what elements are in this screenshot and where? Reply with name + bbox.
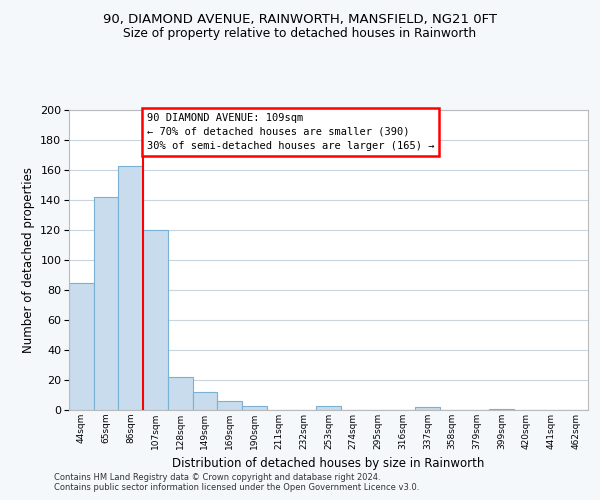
- Text: 90 DIAMOND AVENUE: 109sqm
← 70% of detached houses are smaller (390)
30% of semi: 90 DIAMOND AVENUE: 109sqm ← 70% of detac…: [147, 113, 434, 151]
- Bar: [489, 408, 514, 410]
- Text: Size of property relative to detached houses in Rainworth: Size of property relative to detached ho…: [124, 28, 476, 40]
- Bar: [94, 197, 118, 410]
- Bar: [415, 407, 440, 410]
- Bar: [118, 166, 143, 410]
- Y-axis label: Number of detached properties: Number of detached properties: [22, 167, 35, 353]
- Text: Contains HM Land Registry data © Crown copyright and database right 2024.: Contains HM Land Registry data © Crown c…: [54, 474, 380, 482]
- Bar: [316, 406, 341, 410]
- Bar: [143, 230, 168, 410]
- Bar: [168, 377, 193, 410]
- Text: Contains public sector information licensed under the Open Government Licence v3: Contains public sector information licen…: [54, 484, 419, 492]
- Bar: [69, 282, 94, 410]
- Bar: [217, 401, 242, 410]
- Text: 90, DIAMOND AVENUE, RAINWORTH, MANSFIELD, NG21 0FT: 90, DIAMOND AVENUE, RAINWORTH, MANSFIELD…: [103, 12, 497, 26]
- Bar: [193, 392, 217, 410]
- Bar: [242, 406, 267, 410]
- X-axis label: Distribution of detached houses by size in Rainworth: Distribution of detached houses by size …: [172, 458, 485, 470]
